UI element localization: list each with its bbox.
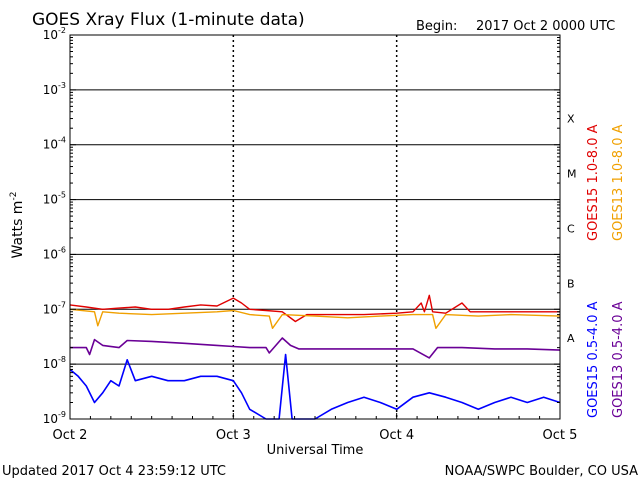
chart-title: GOES Xray Flux (1-minute data) [32,10,305,30]
legend-label: GOES13 1.0-8.0 A [611,124,626,241]
y-tick-label-exp: -3 [58,81,66,90]
flare-class-label: A [567,332,575,345]
begin-value: 2017 Oct 2 0000 UTC [476,19,615,34]
credit-text: NOAA/SWPC Boulder, CO USA [445,464,638,479]
legend-item-2: GOES15 0.5-4.0 A [586,301,601,418]
plot-frame [69,34,561,420]
y-axis-label-exp: -2 [9,192,19,201]
y-tick-label-exp: -8 [58,355,66,364]
y-tick-label: 10-9 [43,410,66,426]
x-tick-label: Oct 5 [543,428,578,443]
series-layer [69,294,561,420]
y-tick-label: 10-4 [43,136,66,152]
y-tick-label: 10-3 [43,81,66,97]
y-tick-label: 10-7 [43,300,66,316]
begin-label: Begin: [416,19,457,34]
y-tick-label: 10-2 [43,26,66,42]
y-tick-label: 10-6 [43,245,66,261]
flare-class-label: X [567,113,575,126]
x-axis-label: Universal Time [267,443,364,458]
flare-class-label: B [567,277,575,290]
legend-item-1: GOES13 1.0-8.0 A [611,124,626,241]
series-line-1 [69,308,561,329]
x-tick-label: Oct 4 [379,428,414,443]
x-tick-label: Oct 3 [216,428,251,443]
legend: GOES15 1.0-8.0 A GOES13 1.0-8.0 A GOES15 0… [586,124,626,418]
legend-label: GOES15 1.0-8.0 A [586,124,601,241]
y-tick-label-base: 10 [43,193,58,207]
y-tick-label-exp: -2 [58,26,66,35]
y-tick-label-exp: -5 [58,191,66,200]
y-axis-label-base: Watts m [10,201,26,259]
y-tick-label-base: 10 [43,247,58,261]
x-tick-label: Oct 2 [53,428,88,443]
updated-text: Updated 2017 Oct 4 23:59:12 UTC [2,464,226,479]
legend-item-3: GOES13 0.5-4.0 A [611,301,626,418]
y-tick-label-base: 10 [43,138,58,152]
flare-class-label: M [567,168,577,181]
y-tick-label: 10-5 [43,191,66,207]
grid [70,35,560,419]
y-tick-label-exp: -6 [58,245,66,254]
legend-label: GOES15 0.5-4.0 A [586,301,601,418]
series-line-0 [69,294,560,323]
y-tick-label-base: 10 [43,83,58,97]
flare-class-label: C [567,222,575,235]
y-tick-label: 10-8 [43,355,66,371]
y-tick-label-exp: -4 [58,136,66,145]
y-tick-label-base: 10 [43,412,58,426]
y-tick-label-exp: -9 [58,410,66,419]
legend-item-0: GOES15 1.0-8.0 A [586,124,601,241]
legend-label: GOES13 0.5-4.0 A [611,301,626,418]
y-tick-label-exp: -7 [58,300,66,309]
y-axis-label: Watts m-2 [9,192,26,259]
y-tick-label-base: 10 [43,357,58,371]
y-tick-label-base: 10 [43,302,58,316]
series-line-3 [70,337,561,359]
y-tick-label-base: 10 [43,28,58,42]
